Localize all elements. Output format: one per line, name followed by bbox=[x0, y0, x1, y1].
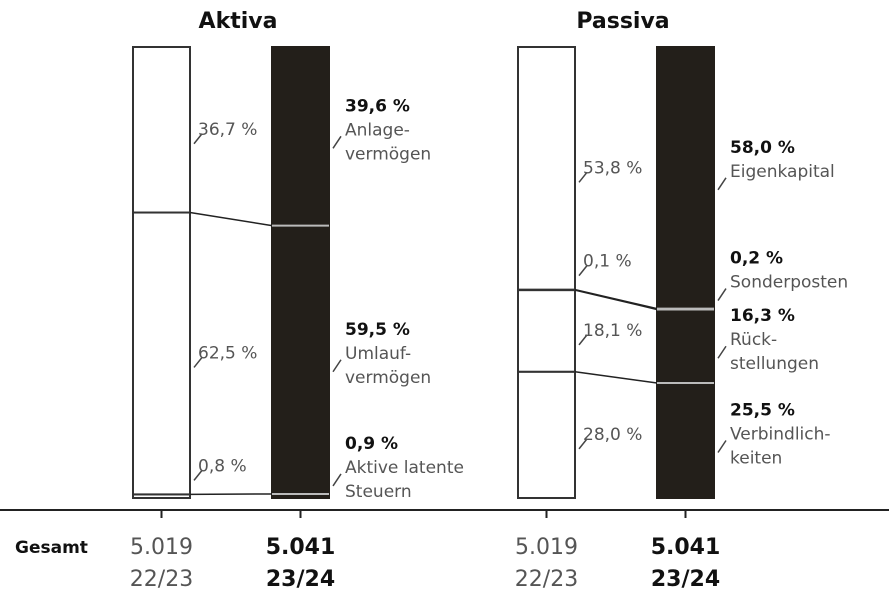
x-tick-label: 23/24 bbox=[266, 567, 335, 592]
total-value: 5.041 bbox=[266, 535, 336, 560]
chart-title: Passiva bbox=[576, 9, 669, 34]
total-label: Gesamt bbox=[15, 538, 88, 558]
total-value: 5.019 bbox=[515, 535, 578, 560]
value-label: 18,1 % bbox=[583, 321, 642, 341]
total-value: 5.019 bbox=[130, 535, 193, 560]
label-tick bbox=[578, 438, 588, 450]
connector bbox=[189, 211, 273, 227]
value-label: 0,2 % bbox=[730, 249, 783, 269]
label-tick bbox=[578, 334, 588, 346]
value-label: 58,0 % bbox=[730, 138, 795, 158]
label-tick bbox=[332, 473, 342, 487]
value-label: 0,8 % bbox=[198, 456, 247, 476]
value-label: 16,3 % bbox=[730, 306, 795, 326]
label-tick bbox=[332, 359, 342, 373]
label-tick bbox=[717, 177, 727, 191]
connector bbox=[574, 288, 658, 310]
value-label: 53,8 % bbox=[583, 158, 642, 178]
total-value: 5.041 bbox=[651, 535, 721, 560]
value-label: 25,5 % bbox=[730, 400, 795, 420]
value-label: 39,6 % bbox=[345, 96, 410, 116]
value-label: 0,9 % bbox=[345, 434, 398, 454]
label-tick bbox=[578, 171, 588, 183]
series-label: Sonderposten bbox=[730, 273, 848, 293]
bar-segment bbox=[656, 308, 715, 384]
series-label: Aktive latente Steuern bbox=[345, 458, 464, 502]
value-label: 36,7 % bbox=[198, 120, 257, 140]
x-tick-label: 22/23 bbox=[130, 567, 193, 592]
label-tick bbox=[193, 469, 203, 481]
value-label: 59,5 % bbox=[345, 320, 410, 340]
series-label: Anlage-vermögen bbox=[345, 120, 431, 164]
label-tick bbox=[332, 135, 342, 149]
value-label: 28,0 % bbox=[583, 425, 642, 445]
chart-title: Aktiva bbox=[199, 9, 278, 34]
label-tick bbox=[717, 440, 727, 453]
bar-segment bbox=[132, 46, 191, 214]
bar-segment bbox=[271, 224, 330, 495]
bar-segment bbox=[656, 46, 715, 310]
bar-segment bbox=[517, 46, 576, 291]
series-label: Verbindlich-keiten bbox=[730, 424, 831, 468]
label-tick bbox=[193, 356, 203, 368]
x-tick-label: 23/24 bbox=[651, 567, 720, 592]
bar-segment bbox=[517, 370, 576, 499]
bar-segment bbox=[656, 381, 715, 499]
x-tick-label: 22/23 bbox=[515, 567, 578, 592]
label-tick bbox=[717, 345, 727, 359]
value-label: 0,1 % bbox=[583, 252, 632, 272]
bar-segment bbox=[517, 289, 576, 373]
connector bbox=[574, 370, 658, 384]
value-label: 62,5 % bbox=[198, 343, 257, 363]
bar-segment bbox=[271, 46, 330, 227]
label-tick bbox=[578, 265, 588, 277]
series-label: Rück-stellungen bbox=[730, 330, 819, 374]
label-tick bbox=[193, 133, 203, 145]
series-label: Eigenkapital bbox=[730, 162, 835, 182]
series-label: Umlauf-vermögen bbox=[345, 344, 431, 388]
label-tick bbox=[717, 288, 727, 301]
bar-segment bbox=[132, 211, 191, 496]
